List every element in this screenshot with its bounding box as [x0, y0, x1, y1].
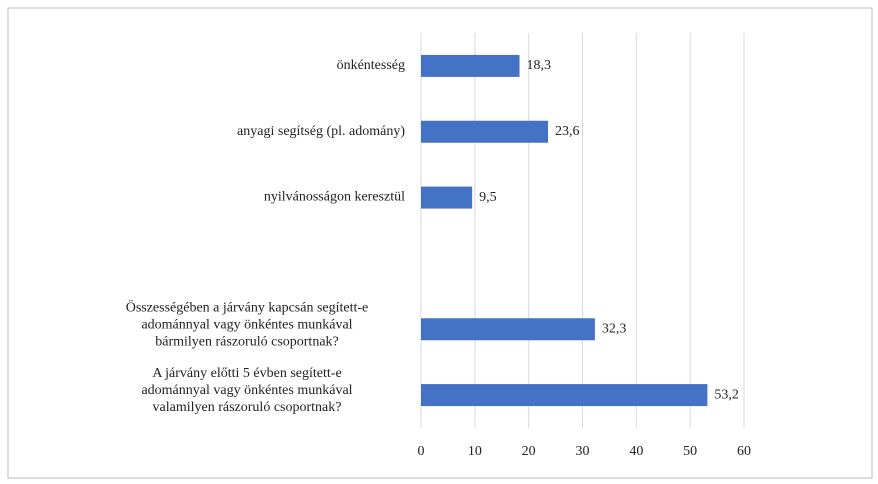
- chart-frame: [7, 7, 873, 479]
- x-tick-label: 20: [522, 444, 536, 459]
- y-tick-label: nyilvánosságon keresztül: [264, 190, 405, 205]
- y-tick-label: önkéntesség: [337, 58, 405, 73]
- bar: [421, 120, 549, 143]
- data-label: 23,6: [555, 124, 580, 139]
- y-tick-label: anyagi segítség (pl. adomány): [237, 124, 405, 139]
- data-label: 9,5: [479, 190, 497, 205]
- bar: [421, 318, 595, 341]
- x-tick-label: 40: [629, 444, 643, 459]
- y-tick-label: Összességében a járvány kapcsán segített…: [126, 298, 369, 349]
- data-label: 53,2: [714, 387, 739, 402]
- bar: [421, 186, 473, 209]
- x-tick-label: 60: [737, 444, 751, 459]
- x-tick-label: 50: [683, 444, 697, 459]
- bar: [421, 54, 520, 77]
- x-tick-label: 0: [418, 444, 425, 459]
- data-label: 32,3: [602, 321, 627, 336]
- data-label: 18,3: [527, 58, 552, 73]
- bar: [421, 384, 708, 407]
- y-tick-label: A járvány előtti 5 évben segített-e adomá…: [141, 366, 352, 415]
- x-tick-label: 10: [468, 444, 482, 459]
- x-tick-label: 30: [576, 444, 590, 459]
